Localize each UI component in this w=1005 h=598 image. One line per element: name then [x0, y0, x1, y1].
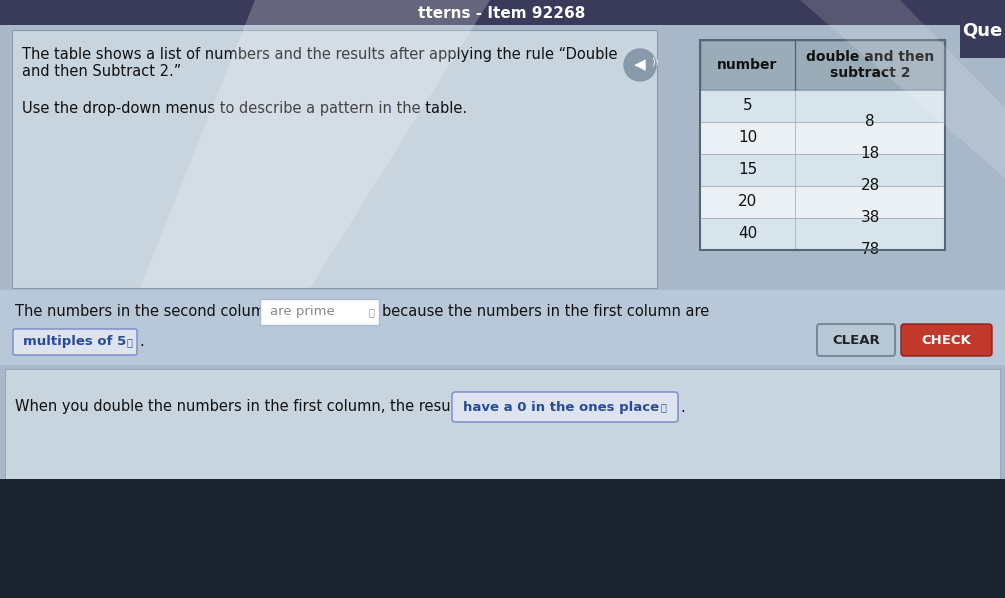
Text: 20: 20 [738, 194, 757, 209]
FancyBboxPatch shape [452, 392, 678, 422]
FancyBboxPatch shape [13, 329, 137, 355]
Text: ⬦: ⬦ [660, 402, 666, 412]
FancyBboxPatch shape [700, 40, 945, 90]
Text: have a 0 in the ones place: have a 0 in the ones place [463, 401, 659, 413]
FancyBboxPatch shape [901, 324, 992, 356]
Text: 78: 78 [860, 243, 879, 258]
Polygon shape [140, 0, 490, 288]
Text: 38: 38 [860, 210, 879, 225]
Text: because the numbers in the first column are: because the numbers in the first column … [382, 304, 710, 319]
Text: are prime: are prime [270, 306, 335, 319]
Circle shape [624, 49, 656, 81]
Text: ): ) [651, 57, 654, 67]
Text: The table shows a list of numbers and the results after applying the rule “Doubl: The table shows a list of numbers and th… [22, 47, 617, 63]
Text: Que: Que [962, 22, 1002, 40]
Text: 40: 40 [738, 227, 757, 242]
Text: subtract 2: subtract 2 [830, 66, 911, 80]
FancyBboxPatch shape [12, 30, 657, 288]
Text: and then Subtract 2.”: and then Subtract 2.” [22, 65, 181, 80]
Text: tterns - Item 92268: tterns - Item 92268 [418, 5, 586, 20]
Text: number: number [718, 58, 778, 72]
Text: .: . [680, 399, 684, 414]
Text: CLEAR: CLEAR [832, 334, 879, 346]
FancyBboxPatch shape [260, 299, 379, 325]
Text: Use the drop-down menus to describe a pattern in the table.: Use the drop-down menus to describe a pa… [22, 100, 467, 115]
Text: ⬦: ⬦ [126, 337, 132, 347]
FancyBboxPatch shape [700, 218, 945, 250]
Text: 28: 28 [860, 178, 879, 194]
Text: 15: 15 [738, 163, 757, 178]
FancyBboxPatch shape [0, 479, 1005, 598]
FancyBboxPatch shape [700, 186, 945, 218]
Text: 18: 18 [860, 147, 879, 161]
Text: When you double the numbers in the first column, the results will all: When you double the numbers in the first… [15, 399, 524, 414]
Text: double and then: double and then [806, 50, 934, 64]
Text: ): ) [655, 59, 657, 65]
FancyBboxPatch shape [5, 369, 1000, 479]
Polygon shape [700, 0, 1005, 178]
Text: 8: 8 [865, 114, 874, 130]
FancyBboxPatch shape [817, 324, 895, 356]
FancyBboxPatch shape [960, 0, 1005, 58]
Text: .: . [139, 334, 144, 349]
Text: The numbers in the second column all: The numbers in the second column all [15, 304, 301, 319]
FancyBboxPatch shape [700, 122, 945, 154]
FancyBboxPatch shape [700, 154, 945, 186]
Text: ◀: ◀ [634, 57, 646, 72]
Text: multiples of 5: multiples of 5 [23, 335, 127, 349]
FancyBboxPatch shape [0, 290, 1005, 365]
FancyBboxPatch shape [0, 0, 1005, 25]
FancyBboxPatch shape [700, 90, 945, 122]
Text: 5: 5 [743, 99, 753, 114]
Text: CHECK: CHECK [922, 334, 972, 346]
Text: 10: 10 [738, 130, 757, 145]
Text: ⬦: ⬦ [368, 307, 374, 317]
